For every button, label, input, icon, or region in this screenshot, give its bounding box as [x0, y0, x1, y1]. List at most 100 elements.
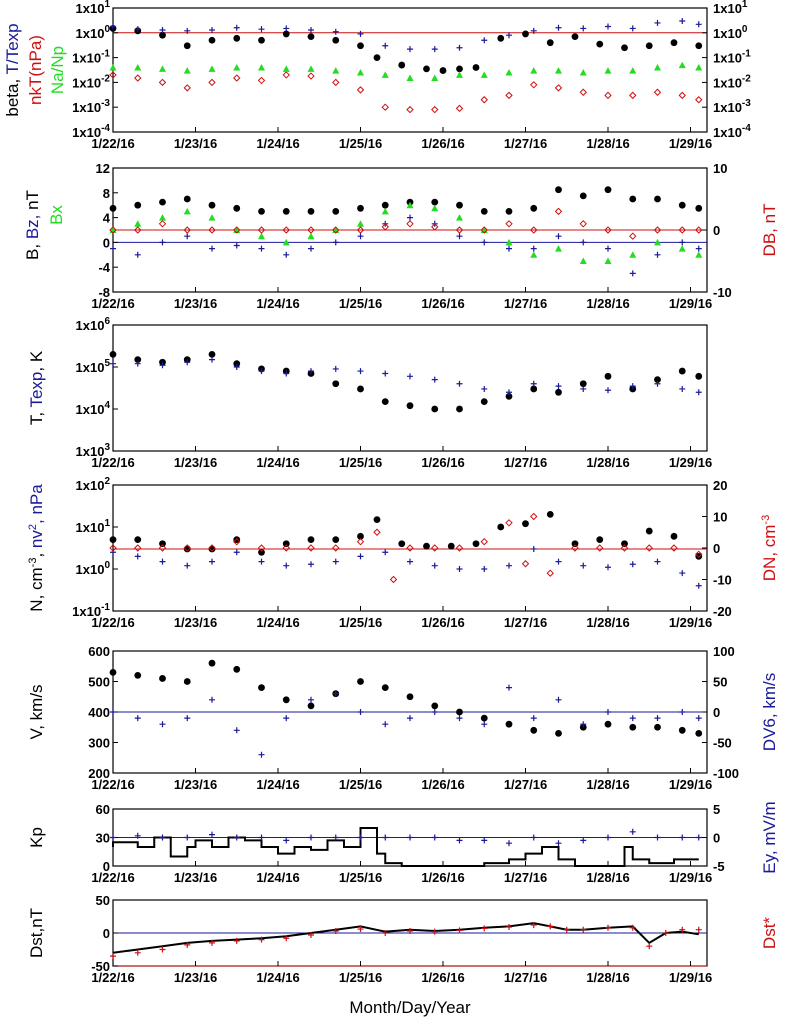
p1-y-tick-label: 1x10-2 [72, 73, 110, 90]
data-point-V [134, 672, 142, 679]
tick-exponent: 0 [104, 24, 110, 35]
data-point-Ey [258, 834, 265, 841]
data-point-Na/Np [233, 63, 241, 71]
data-point-Ey [134, 832, 141, 839]
data-point-B [381, 201, 389, 209]
data-point-Dst* [563, 926, 570, 933]
tick-exponent: 5 [104, 358, 110, 369]
p7-y-tick-label: 0 [103, 926, 110, 941]
data-point-N [258, 548, 265, 556]
data-point-nv2 [481, 566, 488, 572]
axis-label-part: V, km/s [27, 684, 46, 739]
data-point-Bz [605, 245, 611, 252]
data-point-Bz [530, 245, 537, 252]
tick-exponent: 1 [104, 518, 110, 529]
tick-mantissa: 1x10 [76, 562, 105, 577]
p1-y-tick-label-right: 1x101 [713, 0, 748, 16]
data-point-nkT(nPa) [505, 91, 513, 100]
p6-x-tick-label: 1/27/16 [504, 870, 547, 885]
p5-ylabel: V, km/s [27, 684, 46, 739]
data-point-Ey [159, 834, 166, 841]
tick-mantissa: 1x10 [713, 51, 742, 66]
tick-mantissa: 1x10 [713, 1, 742, 16]
data-point-DV6 [283, 715, 290, 722]
data-point-nkT(nPa) [653, 88, 662, 96]
data-point-DB [406, 220, 414, 228]
data-point-Bz [506, 245, 512, 252]
data-point-nv2 [382, 549, 389, 556]
data-point-DB [431, 223, 439, 231]
data-point-T/Texp [184, 27, 191, 34]
data-point-Texp [258, 368, 265, 375]
data-point-Bz [209, 245, 215, 252]
p4-y-tick-label-right: 20 [713, 478, 727, 493]
data-point-N [398, 540, 406, 548]
data-point-DN [134, 544, 142, 552]
data-point-Ey [431, 834, 438, 841]
data-point-Bz [679, 239, 686, 246]
p2-ylabel-3: Bx [47, 205, 66, 225]
data-point-nkT(nPa) [455, 104, 464, 113]
data-point-DB [678, 226, 686, 234]
data-point-T/Texp [258, 26, 265, 33]
p4-x-tick-label: 1/24/16 [256, 615, 299, 630]
p1-y-tick-label: 1x101 [76, 0, 111, 16]
data-point-T [579, 380, 587, 388]
p4-y-tick-label: 1x101 [76, 518, 111, 535]
data-point-beta [373, 54, 381, 61]
data-point-DB [381, 223, 389, 231]
p6-x-tick-label: 1/22/16 [91, 870, 134, 885]
data-point-N [596, 536, 604, 544]
p2-y-tick-label: 12 [96, 161, 110, 176]
p6-x-tick-label: 1/28/16 [586, 870, 629, 885]
data-point-N [357, 532, 364, 540]
data-point-V [381, 684, 389, 691]
data-point-T [654, 376, 661, 384]
data-point-B [307, 208, 315, 215]
data-point-nkT(nPa) [257, 76, 266, 85]
data-point-Dst* [332, 928, 339, 935]
data-point-Dst* [456, 927, 463, 934]
p1-y-tick-label-right: 1x10-1 [713, 49, 751, 66]
data-point-B [233, 204, 241, 212]
data-point-Bx [134, 220, 142, 227]
data-point-Na/Np [654, 63, 661, 71]
data-point-Bx [381, 207, 389, 215]
data-point-Texp [481, 385, 488, 392]
data-point-Bz [258, 245, 265, 252]
data-point-DN [332, 544, 340, 552]
data-point-nkT(nPa) [554, 84, 563, 92]
data-point-N [332, 536, 340, 544]
p4-y-tick-label: 1x102 [76, 476, 111, 493]
data-point-Texp [580, 385, 587, 392]
axis-label-part: , K [27, 350, 46, 371]
tick-exponent: 1 [104, 0, 110, 10]
data-point-beta [208, 36, 216, 44]
p1-ylabel-2: nkT(nPa) [26, 35, 45, 105]
tick-exponent: -3 [101, 98, 110, 109]
p5-x-tick-label: 1/24/16 [256, 777, 299, 792]
data-point-B [109, 204, 117, 212]
data-point-DN [670, 544, 678, 552]
data-point-Bz [233, 242, 240, 249]
data-point-nv2 [580, 562, 587, 569]
data-point-Na/Np [555, 67, 562, 74]
data-point-Bx [555, 245, 562, 252]
data-point-nkT(nPa) [208, 78, 216, 87]
axis-label-part: -3 [760, 515, 772, 525]
data-point-nv2 [555, 558, 562, 565]
data-point-DV6 [530, 715, 537, 722]
p2-x-tick-label: 1/29/16 [669, 296, 712, 311]
data-point-Dst* [662, 930, 669, 936]
data-point-nkT(nPa) [579, 88, 587, 96]
data-point-nkT(nPa) [381, 103, 389, 111]
data-point-Bx [678, 245, 686, 252]
data-point-N [546, 510, 554, 518]
p4-x-tick-label: 1/25/16 [339, 615, 382, 630]
p1-x-tick-label: 1/29/16 [669, 136, 712, 151]
data-point-Ey [654, 834, 661, 841]
data-point-Texp [654, 380, 661, 387]
p5-x-tick-label: 1/28/16 [586, 777, 629, 792]
data-point-T [134, 356, 142, 364]
data-point-Bz [580, 239, 587, 246]
